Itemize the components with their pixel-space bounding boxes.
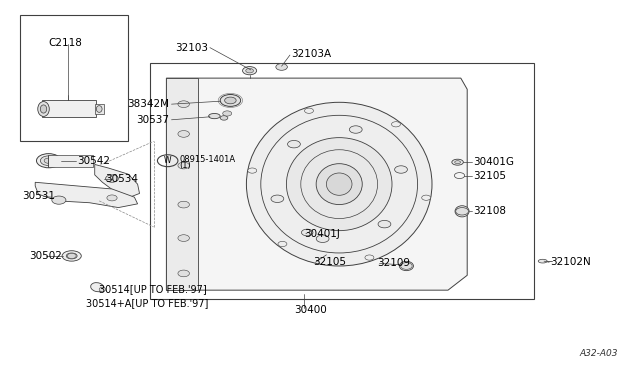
Circle shape xyxy=(422,195,431,200)
Circle shape xyxy=(287,141,300,148)
Bar xyxy=(48,155,93,167)
Circle shape xyxy=(378,220,391,228)
Text: 32102N: 32102N xyxy=(550,257,591,267)
Ellipse shape xyxy=(44,158,53,163)
Ellipse shape xyxy=(97,106,102,112)
Circle shape xyxy=(395,166,408,173)
Circle shape xyxy=(248,168,257,173)
Circle shape xyxy=(271,195,284,202)
Circle shape xyxy=(178,131,189,137)
Text: 32105: 32105 xyxy=(314,257,347,267)
Ellipse shape xyxy=(67,253,77,259)
Circle shape xyxy=(365,255,374,260)
Circle shape xyxy=(67,253,76,259)
Circle shape xyxy=(178,101,189,108)
Ellipse shape xyxy=(276,64,287,70)
Ellipse shape xyxy=(538,259,547,263)
Bar xyxy=(95,104,104,114)
Ellipse shape xyxy=(399,261,413,271)
Text: 30531: 30531 xyxy=(22,192,56,201)
Ellipse shape xyxy=(220,94,241,106)
Text: C2118: C2118 xyxy=(48,38,82,48)
Ellipse shape xyxy=(316,164,362,205)
Text: 32108: 32108 xyxy=(474,206,507,216)
Text: 30542: 30542 xyxy=(77,156,110,166)
Text: (1): (1) xyxy=(179,161,191,170)
Circle shape xyxy=(301,229,313,236)
Circle shape xyxy=(278,241,287,247)
Ellipse shape xyxy=(452,159,463,165)
Ellipse shape xyxy=(40,105,47,113)
Ellipse shape xyxy=(40,156,57,166)
Text: 32105: 32105 xyxy=(474,171,507,180)
Text: 30502: 30502 xyxy=(29,251,61,261)
Circle shape xyxy=(178,235,189,241)
Text: 30400: 30400 xyxy=(294,305,327,314)
Bar xyxy=(150,63,534,299)
Ellipse shape xyxy=(220,116,228,120)
Circle shape xyxy=(107,195,117,201)
Text: 32109: 32109 xyxy=(378,259,411,268)
Ellipse shape xyxy=(243,67,257,75)
Ellipse shape xyxy=(91,283,104,292)
Text: 30401G: 30401G xyxy=(474,157,515,167)
Text: 30514+A[UP TO FEB.'97]: 30514+A[UP TO FEB.'97] xyxy=(86,298,209,308)
Text: 08915-1401A: 08915-1401A xyxy=(179,155,236,164)
Circle shape xyxy=(106,175,118,182)
Text: 32103: 32103 xyxy=(175,43,208,52)
Polygon shape xyxy=(166,78,467,290)
Polygon shape xyxy=(166,78,198,290)
Circle shape xyxy=(178,162,189,169)
Text: 30537: 30537 xyxy=(136,115,170,125)
Text: 30534: 30534 xyxy=(106,174,139,184)
Bar xyxy=(42,100,96,117)
Ellipse shape xyxy=(38,102,49,116)
Ellipse shape xyxy=(62,251,81,261)
Text: 38342M: 38342M xyxy=(127,99,170,109)
Polygon shape xyxy=(95,164,140,198)
Text: 30514[UP TO FEB.'97]: 30514[UP TO FEB.'97] xyxy=(99,285,207,294)
Ellipse shape xyxy=(246,102,432,266)
Text: 30401J: 30401J xyxy=(304,229,340,238)
Ellipse shape xyxy=(287,138,392,231)
Bar xyxy=(20,15,128,141)
Ellipse shape xyxy=(209,113,220,119)
Ellipse shape xyxy=(454,161,461,164)
Circle shape xyxy=(349,126,362,133)
Ellipse shape xyxy=(246,68,253,73)
Circle shape xyxy=(178,270,189,277)
Circle shape xyxy=(456,208,468,215)
Circle shape xyxy=(52,196,66,204)
Circle shape xyxy=(392,122,401,127)
Text: A32-A03: A32-A03 xyxy=(579,349,618,358)
Ellipse shape xyxy=(36,154,61,168)
Text: W: W xyxy=(164,156,172,165)
Circle shape xyxy=(316,235,329,243)
Ellipse shape xyxy=(455,206,469,217)
Ellipse shape xyxy=(225,97,236,104)
Polygon shape xyxy=(35,182,138,208)
Text: 32103A: 32103A xyxy=(291,49,332,59)
Circle shape xyxy=(305,108,314,113)
Ellipse shape xyxy=(99,287,106,292)
Ellipse shape xyxy=(326,173,352,195)
Circle shape xyxy=(401,263,412,269)
Circle shape xyxy=(223,111,232,116)
Circle shape xyxy=(178,201,189,208)
